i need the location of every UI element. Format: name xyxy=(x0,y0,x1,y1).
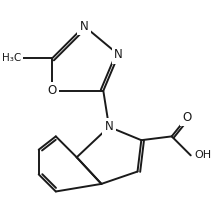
Text: N: N xyxy=(105,120,113,133)
Text: O: O xyxy=(47,84,57,97)
Text: OH: OH xyxy=(195,150,212,160)
Text: O: O xyxy=(182,111,192,124)
Text: H₃C: H₃C xyxy=(2,53,22,64)
Text: N: N xyxy=(80,20,89,33)
Text: N: N xyxy=(114,48,123,61)
